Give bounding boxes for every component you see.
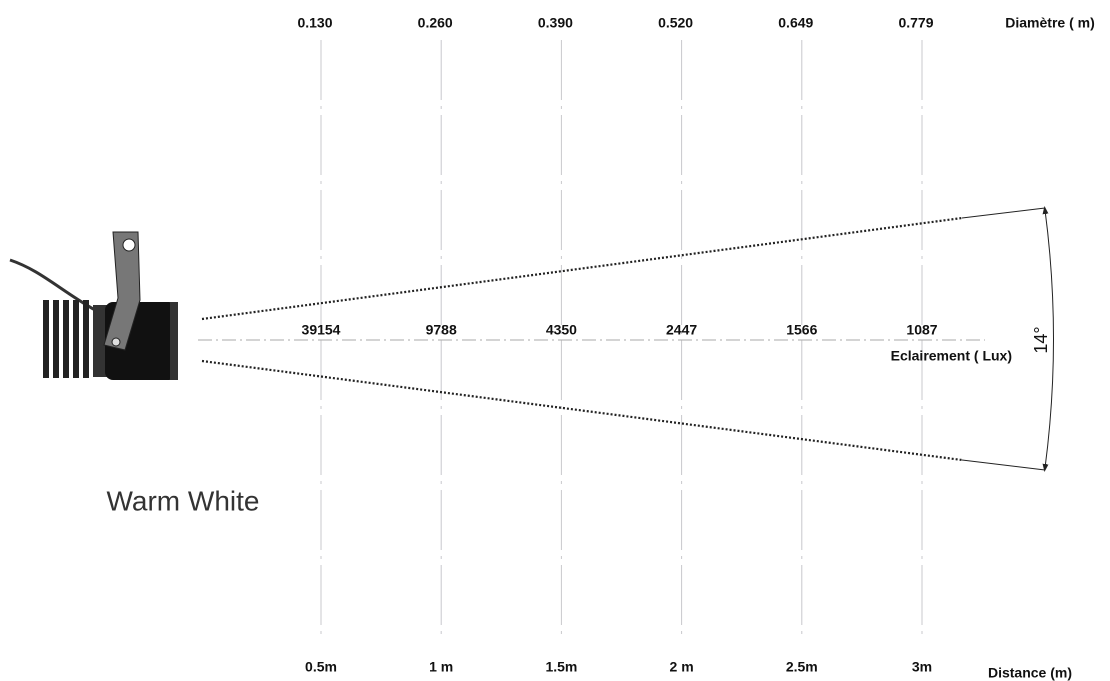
distance-value: 3m [912,659,932,675]
lux-value: 9788 [426,322,457,338]
beam-angle: 14° [1031,326,1051,353]
beam-edge-upper [201,216,963,321]
diameter-label: Diamètre ( m) [1005,15,1094,31]
distance-label: Distance (m) [988,665,1072,681]
lux-value: 2447 [666,322,697,338]
distance-value: 1 m [429,659,453,675]
distance-value: 2.5m [786,659,818,675]
diameter-value: 0.520 [658,15,693,31]
beam-edge-lower-ext [961,459,1046,471]
angle-arc [1042,206,1054,472]
caption: Warm White [107,485,260,516]
distance-value: 1.5m [545,659,577,675]
beam-edge-upper-ext [961,207,1046,219]
beam-edge-lower [201,359,963,462]
lux-value: 39154 [302,322,341,338]
diameter-value: 0.779 [898,15,933,31]
lux-value: 4350 [546,322,577,338]
lamp-illustration [9,231,178,380]
lux-value: 1087 [906,322,937,338]
diameter-value: 0.390 [538,15,573,31]
illuminance-label: Eclairement ( Lux) [891,348,1012,364]
distance-value: 2 m [670,659,694,675]
lux-value: 1566 [786,322,817,338]
diameter-value: 0.260 [418,15,453,31]
distance-value: 0.5m [305,659,337,675]
diameter-value: 0.130 [297,15,332,31]
diameter-value: 0.649 [778,15,813,31]
